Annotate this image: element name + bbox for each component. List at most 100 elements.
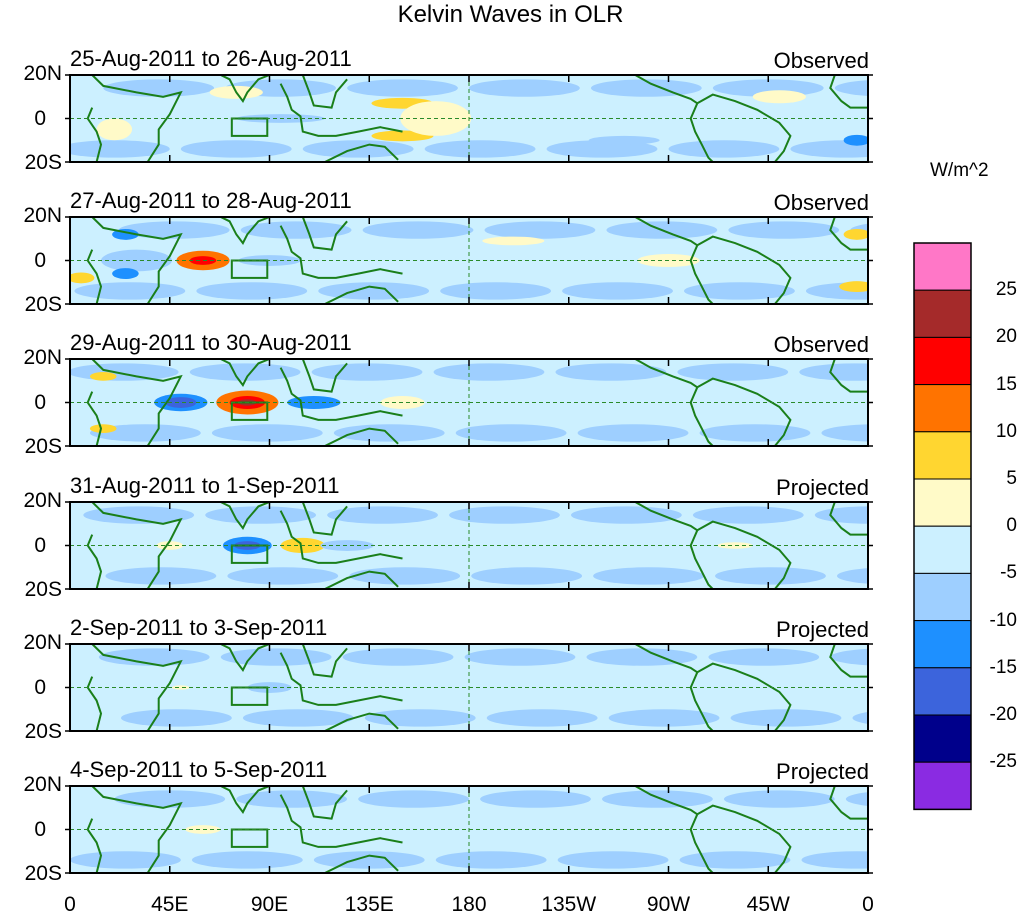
anomaly-10 (482, 236, 545, 246)
coastline (829, 359, 868, 393)
anomaly-band (311, 363, 423, 381)
y-tick-label: 0 (34, 533, 46, 557)
anomaly-band (449, 506, 560, 524)
coastline (301, 217, 348, 251)
anomaly-band (333, 424, 445, 442)
anomaly-9 (588, 135, 660, 145)
panel-field (70, 75, 868, 162)
x-tick-label: 45W (746, 893, 790, 916)
coastline (634, 786, 698, 816)
coastline (279, 510, 403, 564)
anomaly-band (196, 282, 308, 300)
coastline (279, 83, 403, 137)
coastline (220, 75, 270, 103)
coastline (696, 377, 792, 446)
colorbar-label: 25 (995, 279, 1017, 301)
anomaly-band (699, 424, 811, 442)
anomaly-band (205, 506, 317, 524)
anomaly-band (684, 282, 795, 300)
colorbar-segment (913, 242, 972, 291)
y-tick-label: 20N (23, 62, 62, 85)
y-tick-label: 0 (34, 675, 46, 699)
panel-field (83, 502, 868, 589)
chart-title: Kelvin Waves in OLR (397, 1, 624, 28)
x-tick-label: 45E (151, 893, 189, 916)
y-tick-label: 20S (24, 435, 62, 458)
anomaly-band (814, 506, 868, 524)
colorbar-segment (913, 478, 972, 527)
coastline (829, 644, 868, 678)
anomaly-band (120, 709, 232, 727)
anomaly-band (486, 709, 598, 727)
coastline (696, 93, 792, 162)
colorbar-segment (913, 620, 972, 669)
colorbar-label: -25 (989, 751, 1017, 773)
coastline (279, 794, 403, 848)
colorbar-label: -20 (989, 704, 1017, 725)
coastline (279, 652, 403, 706)
anomaly-band (362, 221, 474, 239)
anomaly-band (455, 424, 567, 442)
y-tick-label: 0 (34, 106, 46, 130)
colorbar-segment (913, 289, 972, 338)
anomaly-7 (752, 90, 806, 104)
anomaly-band (318, 282, 430, 300)
anomaly-8 (843, 134, 868, 146)
anomaly-band (364, 709, 476, 727)
anomaly-band (424, 140, 536, 158)
panel-date-label: 27-Aug-2011 to 28-Aug-2011 (70, 188, 352, 213)
panel-status-label: Observed (773, 332, 869, 357)
coastline (86, 249, 103, 304)
anomaly-band (730, 709, 842, 727)
colorbar-segment (913, 384, 972, 433)
coastline (220, 644, 270, 672)
coastline (689, 529, 714, 589)
anomaly-band (602, 790, 713, 808)
anomaly-band (834, 80, 868, 97)
y-tick-label: 20N (23, 346, 62, 369)
colorbar-segment (913, 336, 972, 386)
colorbar-segment (913, 431, 972, 480)
x-tick-label: 90E (250, 893, 289, 916)
coastline (86, 676, 103, 731)
coastline (86, 818, 103, 873)
panel-date-label: 2-Sep-2011 to 3-Sep-2011 (70, 615, 328, 640)
x-tick-label: 90W (646, 893, 691, 916)
colorbar-label: 10 (995, 420, 1017, 442)
coastline (696, 520, 792, 589)
x-tick-label: 180 (451, 893, 487, 916)
anomaly-band (593, 567, 704, 585)
anomaly-band (342, 648, 454, 666)
colorbar-label: 5 (1006, 468, 1017, 489)
anomaly-band (70, 363, 179, 381)
anomaly-band (821, 424, 868, 442)
panel-field (70, 359, 868, 446)
panel-status-label: Observed (773, 48, 869, 73)
colorbar-frame (913, 242, 972, 811)
coastline (324, 712, 399, 731)
coastline (634, 644, 698, 674)
panel-status-label: Observed (773, 190, 869, 215)
coastline (279, 225, 403, 279)
anomaly-band (546, 140, 658, 158)
x-tick-label: 135W (541, 893, 597, 916)
anomaly-band (562, 282, 673, 300)
y-tick-label: 20N (23, 631, 62, 654)
coastline (301, 359, 348, 393)
coastline (220, 786, 270, 814)
anomaly-band (89, 424, 201, 442)
panel-date-label: 4-Sep-2011 to 5-Sep-2011 (70, 757, 328, 782)
colorbar-segment (913, 761, 972, 810)
anomaly-band (471, 567, 583, 585)
coastline (696, 804, 792, 873)
anomaly-band (668, 140, 780, 158)
x-tick-label: 0 (64, 893, 76, 916)
y-tick-label: 20N (23, 489, 62, 512)
coastline (634, 75, 698, 105)
coastline (301, 644, 348, 678)
coastline (324, 854, 399, 873)
colorbar-segment (913, 667, 972, 716)
coastline (220, 359, 270, 387)
region-box (230, 401, 269, 421)
anomaly-band (327, 506, 438, 524)
